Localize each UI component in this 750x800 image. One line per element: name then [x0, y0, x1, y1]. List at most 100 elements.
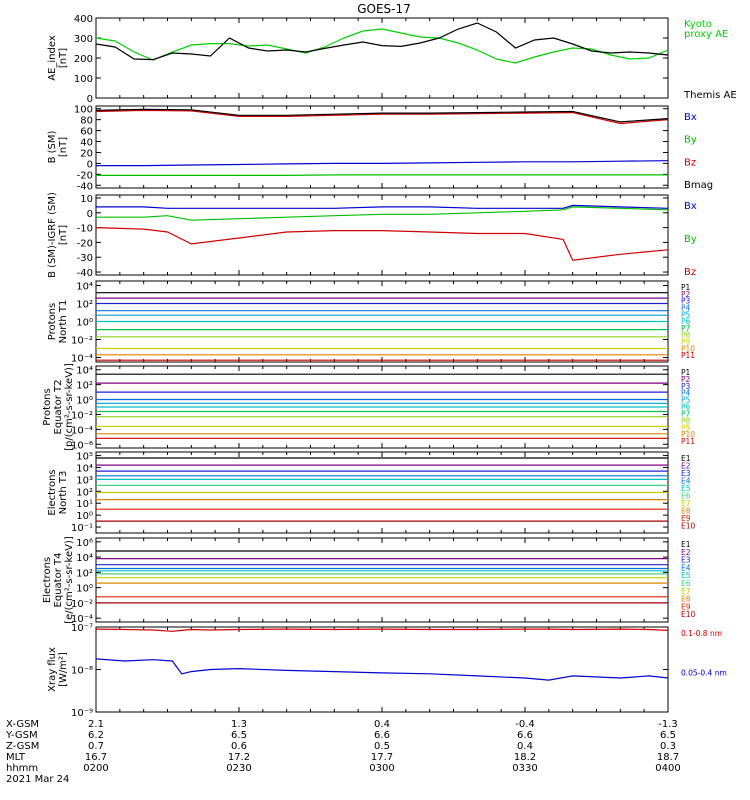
y-tick-label: 10⁰: [76, 318, 93, 329]
y-tick-label: 60: [80, 127, 93, 138]
legend-label: E8: [681, 595, 691, 604]
legend-label: P3: [681, 382, 691, 391]
legend-label: P10: [681, 344, 695, 353]
y-axis-label-line: [W/m²]: [58, 652, 69, 687]
footer-value: 0.7: [88, 741, 104, 752]
y-axis-label-line: Equator T4: [53, 553, 64, 608]
legend-label: P6: [681, 403, 691, 412]
legend-label: E6: [681, 579, 691, 588]
y-tick-label: 10⁻¹: [71, 523, 93, 534]
y-axis-label-line: [e/(cm²-s-sr-keV)]: [64, 536, 75, 624]
y-tick-label: -10: [77, 224, 93, 235]
y-axis-label-line: Equator T2: [53, 380, 64, 435]
legend-label: E5: [681, 571, 691, 580]
legend-label: P2: [681, 375, 691, 384]
footer-value: 6.6: [517, 730, 533, 741]
y-axis-label-line: Protons: [47, 303, 58, 340]
footer-value: 0200: [83, 763, 108, 774]
y-tick-label: 10⁻⁴: [71, 425, 93, 436]
panel-3: -40 -30 -20 -10 0 10 B (SM)-IGRF (SM)[nT] Bx By B…: [47, 192, 697, 279]
legend-label: Bx: [684, 112, 697, 123]
series-line-by: [96, 206, 669, 221]
footer-value: 0.3: [660, 741, 676, 752]
legend-label: P5: [681, 310, 691, 319]
legend-label: Bz: [684, 157, 696, 168]
legend-label: P6: [681, 317, 691, 326]
y-tick-label: 10²: [76, 300, 93, 311]
footer-value: 6.5: [231, 730, 247, 741]
series-line-by: [96, 174, 668, 176]
y-axis-label-line: North T1: [58, 300, 69, 344]
y-tick-label: 10: [80, 194, 93, 205]
y-tick-label: -20: [77, 170, 93, 181]
series-line-bz: [95, 227, 669, 261]
y-tick-label: 10⁻⁴: [71, 354, 93, 365]
legend-label: By: [684, 234, 697, 245]
y-tick-label: 100: [74, 74, 93, 85]
legend-label: E2: [681, 548, 691, 557]
legend-label: 0.05-0.4 nm: [681, 669, 727, 678]
y-axis-label: ElectronsEquator T4[e/(cm²-s-sr-keV)]: [42, 536, 75, 624]
legend-label: E7: [681, 587, 691, 596]
y-axis-label-line: [nT]: [58, 225, 69, 245]
legend-label: E1: [681, 454, 691, 463]
footer-value: 6.5: [660, 730, 676, 741]
y-tick-label: 10¹: [76, 499, 93, 510]
y-axis-label-line: [nT]: [58, 137, 69, 157]
legend-label: E5: [681, 484, 691, 493]
series-line-bx: [96, 204, 669, 209]
footer-value: 0330: [512, 763, 537, 774]
footer-value: 0.5: [374, 741, 390, 752]
y-tick-label: 10⁻²: [71, 336, 93, 347]
y-tick-label: 400: [74, 14, 93, 25]
legend-label: E9: [681, 602, 691, 611]
y-tick-label: -30: [77, 253, 93, 264]
y-tick-label: 10⁰: [76, 396, 93, 407]
y-axis-label: B (SM)-IGRF (SM)[nT]: [47, 192, 69, 278]
legend-label: P4: [681, 303, 691, 312]
legend-label: Bz: [684, 267, 696, 278]
y-tick-label: 0: [87, 209, 93, 220]
series-line-bmag: [95, 108, 669, 123]
footer-value: 0400: [655, 763, 680, 774]
y-axis-label: AE_index[nT]: [47, 35, 69, 81]
y-axis-label-line: [nT]: [58, 48, 69, 68]
footer-value: 0.6: [231, 741, 247, 752]
y-axis-label-line: Electrons: [47, 469, 58, 515]
y-tick-label: 10⁴: [76, 366, 93, 377]
y-axis-label: ProtonsEquator T2[p/(cm²-s-sr-keV)]: [42, 363, 75, 451]
footer-value: 18.7: [657, 752, 679, 763]
y-tick-label: 100: [74, 105, 93, 116]
y-axis-label-line: Xray flux: [47, 647, 58, 692]
y-tick-label: -40: [77, 181, 93, 192]
y-axis-label-line: North T3: [58, 471, 69, 515]
footer-value: 0300: [369, 763, 394, 774]
y-tick-label: 20: [80, 148, 93, 159]
y-tick-label: 10⁵: [76, 452, 93, 463]
series-line-kyoto-proxy-ae: [95, 28, 669, 64]
legend-label: P7: [681, 409, 691, 418]
legend-label: P4: [681, 389, 691, 398]
panel-frame: [95, 17, 669, 99]
footer-date: 2021 Mar 24: [6, 774, 69, 785]
legend-label: Bx: [684, 201, 697, 212]
y-axis-label-line: AE_index: [47, 35, 58, 81]
y-axis-label: ElectronsNorth T3: [47, 469, 69, 515]
legend-label: P11: [681, 351, 695, 360]
y-tick-label: 10⁰: [76, 511, 93, 522]
panel-4: 10⁻⁴ 10⁻² 10⁰ 10² 10⁴ ProtonsNorth T1 P1P2P3P4…: [47, 280, 695, 365]
y-tick-label: 10⁻⁴: [71, 614, 93, 625]
y-axis-label-line: B (SM): [47, 130, 58, 163]
legend-label: P8: [681, 416, 691, 425]
legend-label: E7: [681, 499, 691, 508]
footer-value: 0.4: [517, 741, 533, 752]
y-tick-label: 0: [87, 159, 93, 170]
legend-label: P9: [681, 338, 691, 347]
panel-8: 10⁻⁹ 10⁻⁸ 10⁻⁷ Xray flux[W/m²] 0.1-0.8 nm 0.0…: [47, 623, 727, 719]
y-tick-label: 10⁻⁸: [71, 666, 93, 677]
